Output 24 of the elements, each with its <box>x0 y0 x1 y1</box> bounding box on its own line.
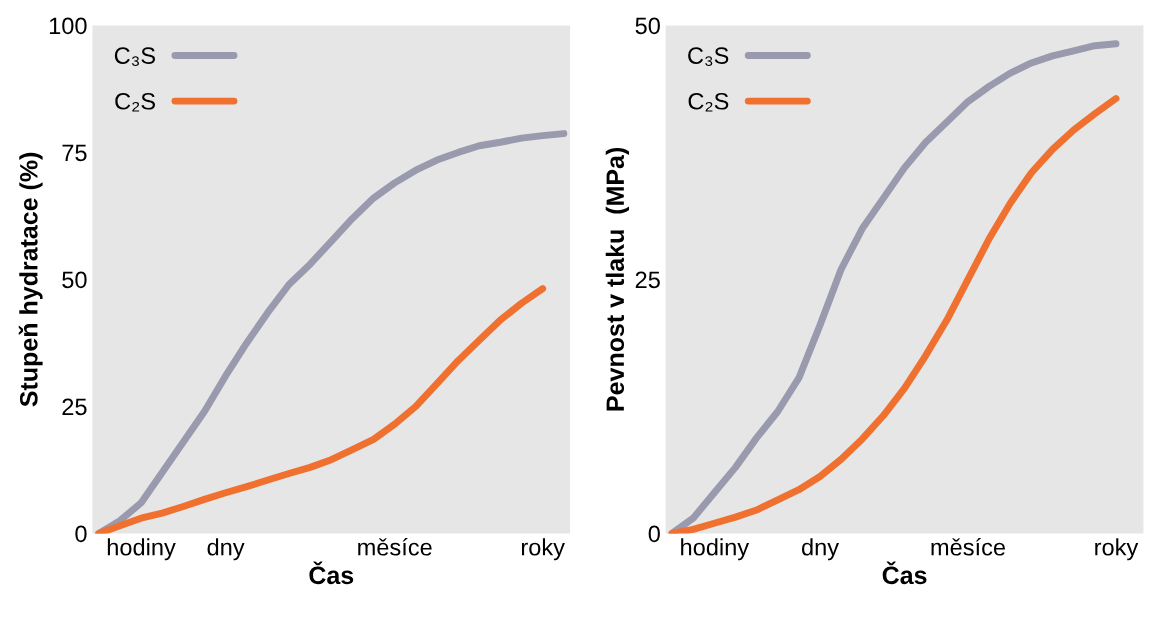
y-tick-label: 75 <box>62 144 87 162</box>
legend-label: C₂S <box>688 92 729 112</box>
y-tick-label: 25 <box>62 398 87 416</box>
y-tick-label: 25 <box>635 271 660 289</box>
x-axis-title: Čas <box>882 561 927 585</box>
x-tick-label: dny <box>207 538 245 561</box>
y-tick-label: 50 <box>635 17 660 35</box>
x-tick-label: hodiny <box>681 538 750 561</box>
y-tick-label: 50 <box>62 271 87 289</box>
x-tick-label: dny <box>801 538 840 561</box>
legend-label: C₂S <box>115 92 155 112</box>
x-axis-title: Čas <box>309 561 354 585</box>
legend-label: C₃S <box>688 47 729 66</box>
legend-label: C₃S <box>114 47 155 66</box>
x-tick-label: roky <box>1095 538 1139 561</box>
x-tick-label: měsíce <box>931 537 1005 556</box>
y-tick-label: 100 <box>49 17 87 35</box>
y-tick-label: 0 <box>75 525 87 543</box>
y-axis-title: Stupeň hydratace (%) <box>18 152 43 407</box>
x-tick-label: měsíce <box>358 537 432 556</box>
x-tick-label: hodiny <box>107 538 176 561</box>
y-axis-title: Pevnost v tlaku (MPa) <box>605 147 630 411</box>
x-tick-label: roky <box>521 538 565 561</box>
y-tick-label: 0 <box>648 525 660 543</box>
